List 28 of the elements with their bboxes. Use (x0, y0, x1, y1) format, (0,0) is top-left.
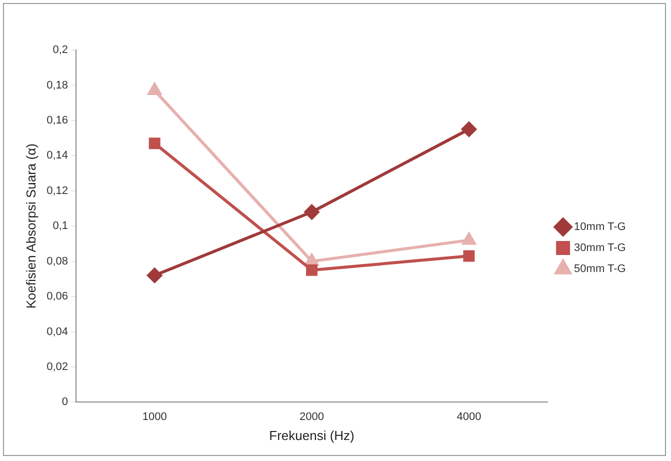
point (148, 138, 160, 150)
y-tick-label: 0,06 (46, 290, 68, 303)
y-tick-label: 0,14 (46, 150, 68, 162)
point (462, 232, 476, 245)
legend-label: 10mm T-G (574, 221, 626, 234)
x-tick-label: 1000 (142, 410, 167, 423)
point (147, 268, 162, 283)
point (148, 83, 162, 96)
y-tick-label: 0,12 (46, 184, 68, 197)
y-tick-label: 0,16 (46, 114, 68, 126)
legend-label: 30mm T-G (574, 242, 626, 254)
point (463, 250, 475, 262)
y-tick-label: 0,18 (46, 79, 68, 92)
y-tick-label: 0,2 (52, 44, 68, 56)
point (304, 204, 320, 220)
x-tick-label: 4000 (456, 410, 482, 423)
x-axis-title: Frekuensi (Hz) (269, 428, 354, 443)
x-tick-label: 2000 (300, 410, 324, 423)
y-tick-label: 0,1 (52, 220, 68, 232)
y-tick-label: 0 (62, 396, 68, 408)
point (305, 254, 318, 266)
legend-label: 50mm T-G (574, 263, 626, 276)
y-tick-label: 0,02 (46, 361, 68, 374)
y-axis-title: Koefisien Absorpsi Suara (α) (23, 144, 38, 309)
point (306, 264, 318, 276)
y-tick-label: 0,04 (46, 326, 68, 338)
point (461, 122, 476, 137)
y-tick-label: 0,08 (46, 255, 68, 268)
